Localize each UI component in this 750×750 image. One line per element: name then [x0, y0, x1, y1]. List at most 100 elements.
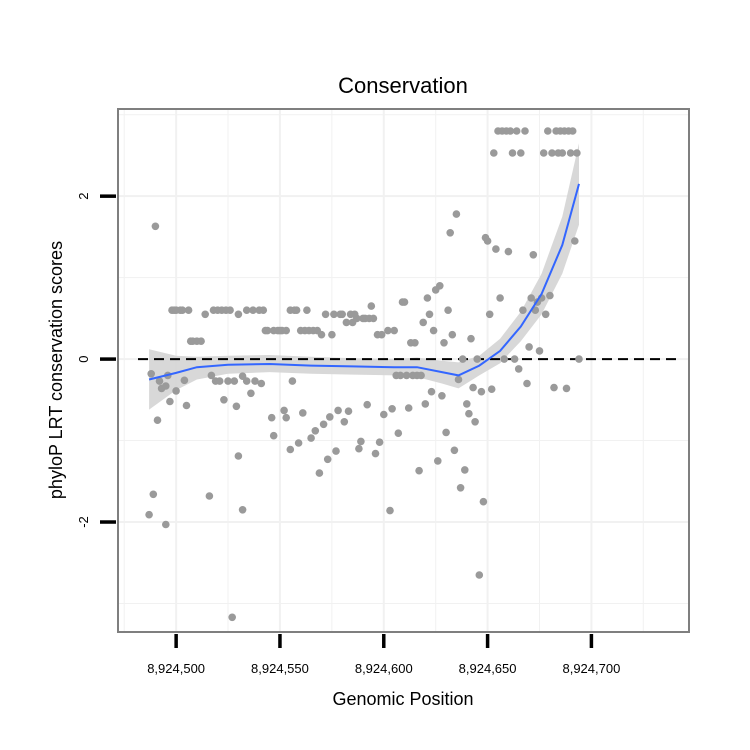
data-point	[286, 445, 295, 454]
data-point	[483, 237, 492, 245]
data-point	[525, 343, 533, 351]
data-point	[421, 400, 430, 408]
data-point	[332, 447, 340, 455]
data-point	[353, 314, 361, 323]
data-point	[471, 418, 479, 426]
x-tick-label: 8,924,700	[562, 661, 620, 676]
data-point	[330, 310, 338, 319]
data-point	[465, 409, 473, 418]
data-point	[363, 400, 372, 409]
data-point	[153, 416, 162, 425]
data-point	[548, 149, 556, 157]
data-point	[282, 413, 291, 422]
data-point	[263, 326, 272, 335]
data-point	[178, 306, 187, 315]
data-point	[390, 326, 399, 335]
data-point	[317, 330, 326, 339]
chart-title: Conservation	[338, 73, 468, 98]
data-point	[232, 402, 241, 411]
data-point	[380, 410, 388, 419]
data-point	[417, 371, 425, 380]
scatter-points	[145, 127, 583, 622]
data-point	[315, 469, 324, 477]
data-point	[396, 371, 405, 380]
data-point	[427, 387, 436, 396]
x-axis-ticks: 8,924,500 8,924,550 8,924,600 8,924,650 8,92…	[147, 634, 620, 676]
data-point	[541, 310, 550, 319]
data-point	[562, 384, 571, 393]
data-point	[288, 377, 297, 385]
data-point	[544, 127, 552, 135]
data-point	[386, 506, 394, 515]
data-point	[311, 427, 320, 435]
data-point	[369, 314, 378, 323]
data-point	[506, 127, 515, 135]
data-point	[467, 334, 475, 343]
data-point	[182, 401, 191, 410]
data-point	[475, 571, 484, 579]
data-point	[234, 452, 243, 460]
y-axis-label: phyloP LRT conservation scores	[46, 241, 66, 499]
data-point	[371, 449, 380, 458]
data-point	[184, 306, 193, 315]
data-point	[207, 371, 216, 380]
data-point	[338, 310, 347, 319]
data-point	[367, 302, 376, 310]
data-point	[550, 383, 558, 392]
data-point	[529, 251, 538, 259]
data-point	[438, 392, 446, 400]
data-point	[463, 400, 471, 408]
data-point	[147, 370, 155, 378]
data-point	[145, 510, 153, 519]
data-point	[151, 222, 160, 231]
data-point	[456, 484, 465, 492]
data-point	[568, 127, 577, 135]
data-point	[257, 379, 266, 388]
data-point	[485, 310, 494, 319]
data-point	[429, 326, 438, 335]
data-point	[527, 294, 535, 302]
data-point	[307, 434, 315, 442]
data-point	[267, 413, 276, 422]
data-point	[523, 379, 531, 388]
data-point	[172, 387, 180, 395]
data-point	[205, 492, 214, 500]
data-point	[487, 385, 496, 394]
data-point	[326, 413, 334, 421]
data-point	[162, 382, 170, 390]
data-point	[546, 291, 554, 300]
data-point	[303, 306, 311, 315]
data-point	[535, 347, 544, 355]
data-point	[355, 444, 363, 453]
data-point	[477, 387, 486, 396]
data-point	[344, 407, 353, 416]
data-point	[251, 377, 259, 385]
data-point	[492, 245, 500, 253]
data-point	[292, 306, 301, 315]
data-point	[319, 420, 328, 429]
data-point	[517, 149, 525, 157]
data-point	[436, 282, 444, 290]
data-point	[450, 446, 459, 455]
smooth-line	[148, 183, 580, 381]
data-point	[444, 306, 452, 315]
data-point	[234, 310, 243, 319]
data-point	[454, 375, 463, 384]
data-point	[521, 127, 529, 135]
data-point	[519, 306, 527, 315]
data-point	[242, 306, 251, 315]
x-tick-label: 8,924,600	[355, 661, 413, 676]
data-point	[504, 247, 513, 256]
data-point	[166, 397, 174, 406]
data-point	[514, 365, 523, 373]
data-point	[473, 355, 482, 363]
data-point	[458, 355, 467, 363]
data-point	[282, 326, 291, 335]
data-point	[238, 506, 247, 514]
data-point	[357, 437, 365, 446]
y-tick-label: -2	[76, 516, 91, 528]
data-point	[384, 326, 392, 335]
data-point	[419, 318, 428, 327]
x-tick-label: 8,924,550	[251, 661, 309, 676]
data-point	[394, 429, 403, 438]
